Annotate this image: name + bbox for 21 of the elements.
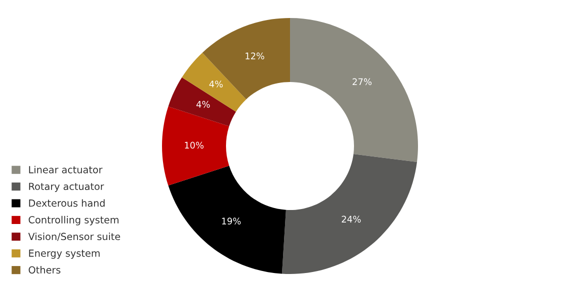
data-label: 4% <box>209 80 223 88</box>
legend-label: Dexterous hand <box>29 199 105 207</box>
legend-label: Rotary actuator <box>29 182 104 192</box>
data-label: 19% <box>222 218 241 224</box>
donut-slice <box>202 18 290 100</box>
legend-label: Others <box>28 266 60 274</box>
donut-slice <box>290 18 418 162</box>
legend-label: Energy system <box>29 250 100 259</box>
donut-slice <box>162 106 230 186</box>
data-label: 10% <box>184 142 204 149</box>
legend-label: Controlling system <box>28 216 118 226</box>
data-label: 4% <box>196 100 210 108</box>
data-label: 24% <box>342 216 361 223</box>
legend-label: Vision/Sensor suite <box>28 232 120 241</box>
donut-slice <box>168 166 286 274</box>
legend-label: Linear actuator <box>29 166 102 174</box>
donut-slice <box>182 52 246 112</box>
donut-slice <box>282 154 417 274</box>
data-label: 12% <box>246 52 264 60</box>
donut-slice <box>168 77 236 126</box>
data-label: 27% <box>352 78 372 86</box>
